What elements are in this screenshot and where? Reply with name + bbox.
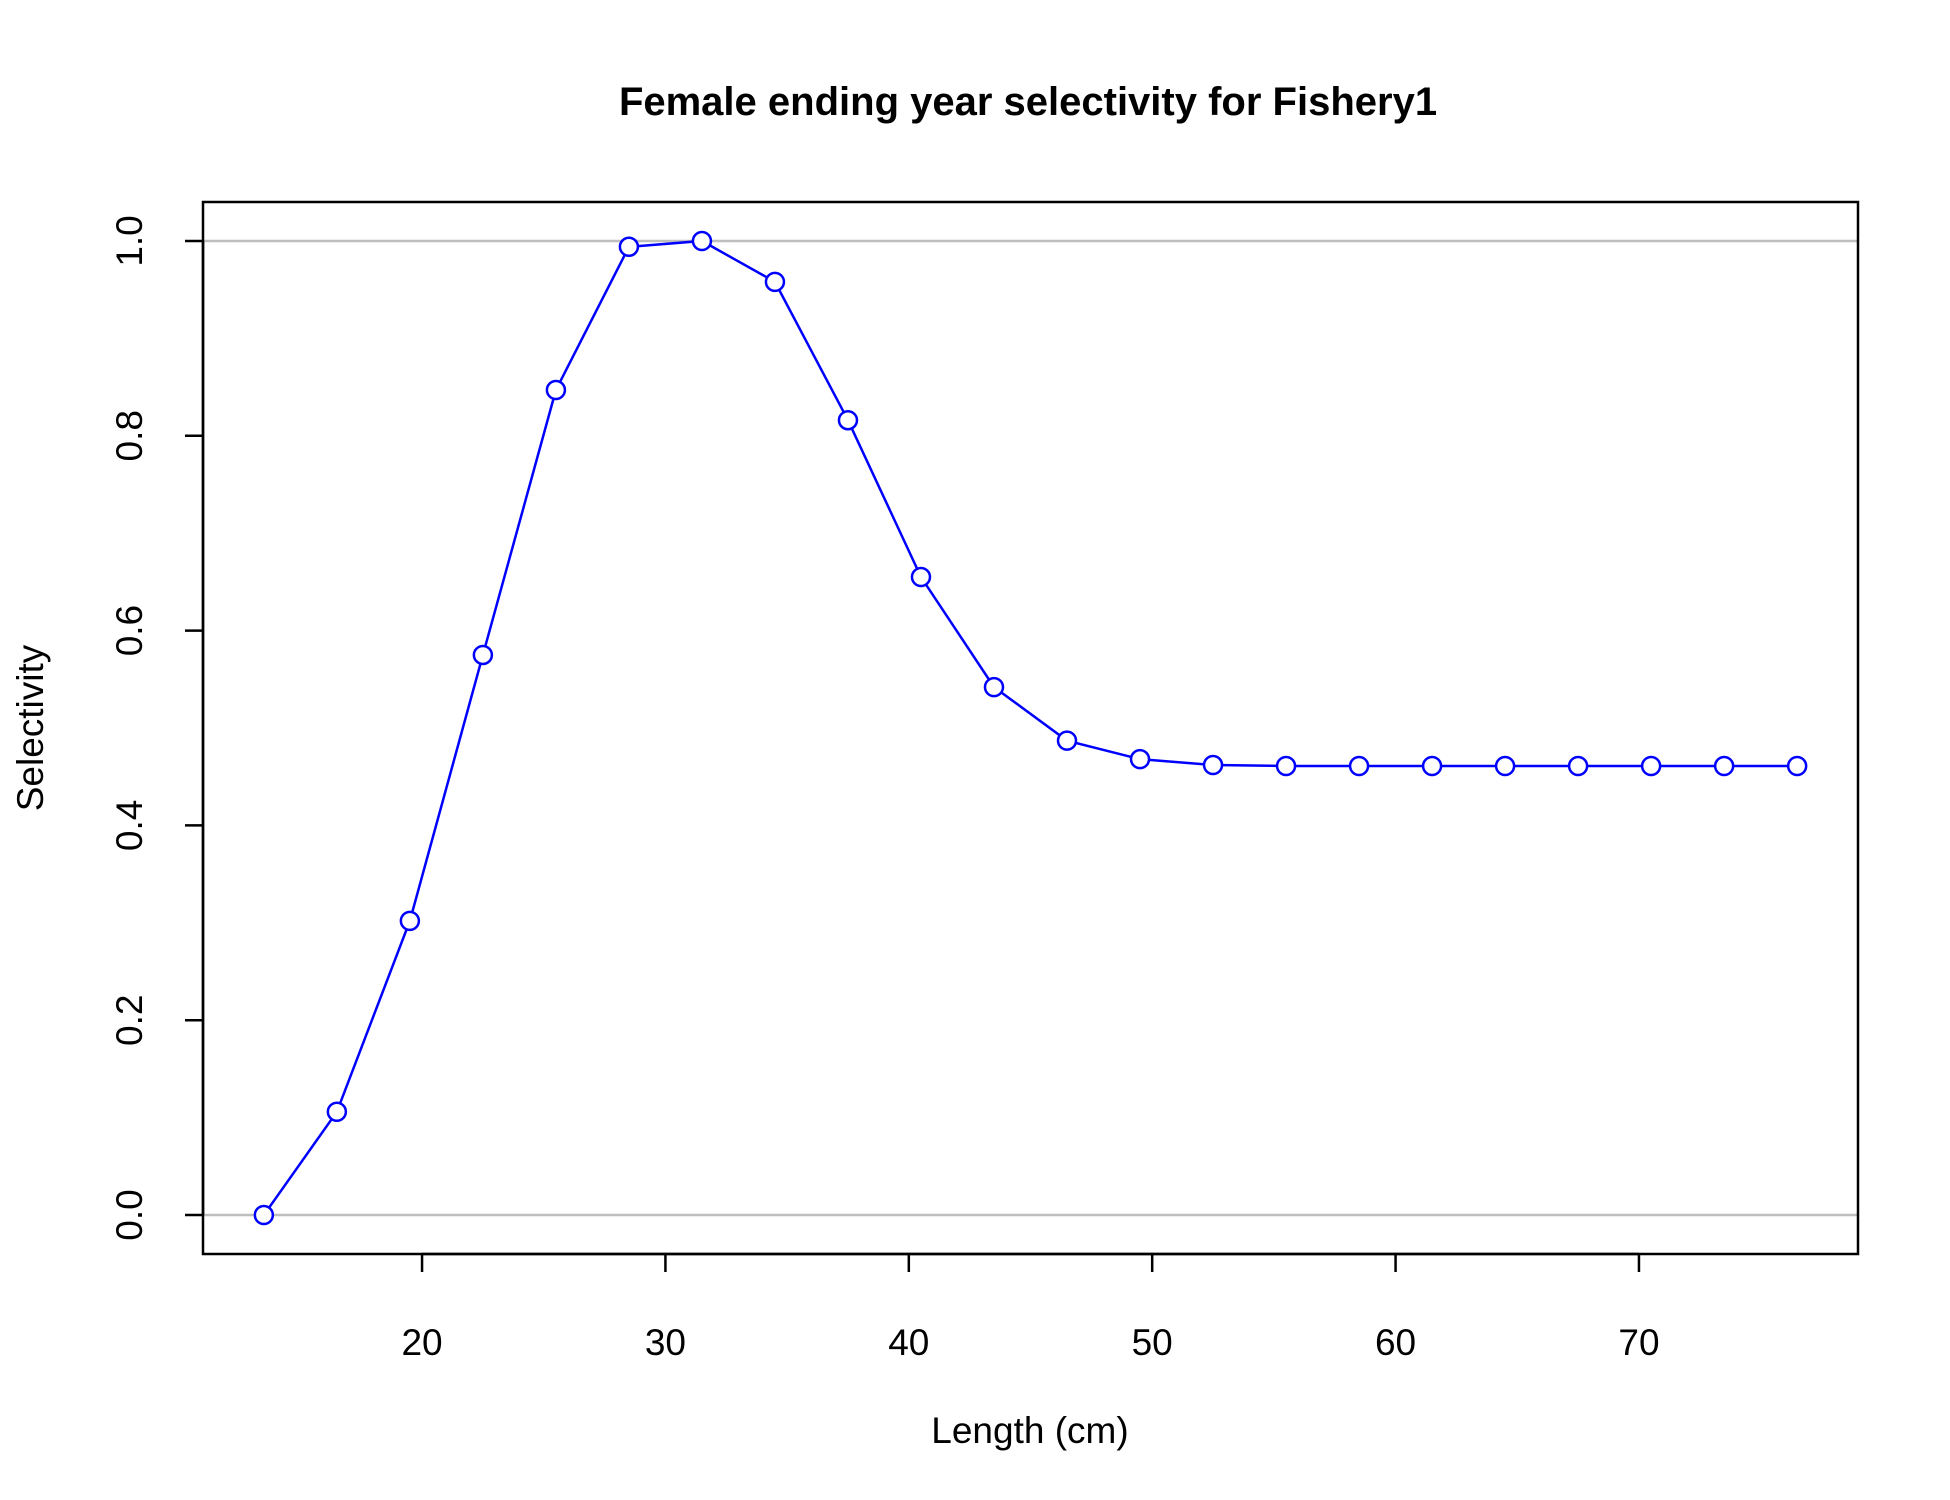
data-point: [1056, 730, 1078, 751]
data-point: [983, 676, 1005, 698]
data-point: [618, 236, 640, 258]
data-point: [1421, 755, 1443, 777]
data-point: [1567, 755, 1589, 777]
chart-title: Female ending year selectivity for Fishe…: [619, 80, 1437, 124]
y-tick-label: 0.8: [109, 410, 150, 461]
data-point: [1713, 755, 1735, 777]
data-point: [764, 271, 786, 293]
y-axis-title: Selectivity: [10, 644, 51, 811]
y-tick-label: 0.2: [109, 995, 150, 1046]
x-tick-label: 60: [1375, 1322, 1416, 1363]
data-point: [545, 379, 567, 401]
y-tick-label: 0.6: [109, 605, 150, 656]
data-point: [910, 566, 932, 588]
x-tick-label: 50: [1132, 1322, 1173, 1363]
x-tick-label: 30: [645, 1322, 686, 1363]
x-axis: 20 30 40 50 60 70: [401, 1252, 1660, 1363]
data-point: [1786, 755, 1808, 777]
y-tick-label: 0.0: [109, 1189, 150, 1240]
y-tick-label: 1.0: [109, 215, 150, 266]
data-point: [399, 910, 421, 932]
data-point: [691, 230, 713, 252]
reference-lines: [203, 239, 1858, 1217]
data-point: [1348, 755, 1370, 777]
x-tick-label: 20: [401, 1322, 442, 1363]
plot-frame: [201, 200, 1860, 1256]
y-tick-label: 0.4: [109, 800, 150, 851]
x-tick-label: 40: [888, 1322, 929, 1363]
data-point: [1202, 754, 1224, 776]
data-point: [326, 1101, 348, 1123]
y-axis: 0.0 0.2 0.4 0.6 0.8 1.0: [109, 215, 205, 1241]
data-point: [253, 1204, 275, 1226]
data-point: [1275, 755, 1297, 777]
x-axis-title: Length (cm): [931, 1410, 1128, 1451]
data-point: [837, 409, 859, 431]
data-point: [1494, 755, 1516, 777]
data-point: [1640, 755, 1662, 777]
x-tick-label: 70: [1618, 1322, 1659, 1363]
series-group: [253, 230, 1808, 1226]
data-point: [472, 644, 494, 666]
data-point: [1129, 748, 1151, 770]
series-line: [262, 239, 1798, 1216]
